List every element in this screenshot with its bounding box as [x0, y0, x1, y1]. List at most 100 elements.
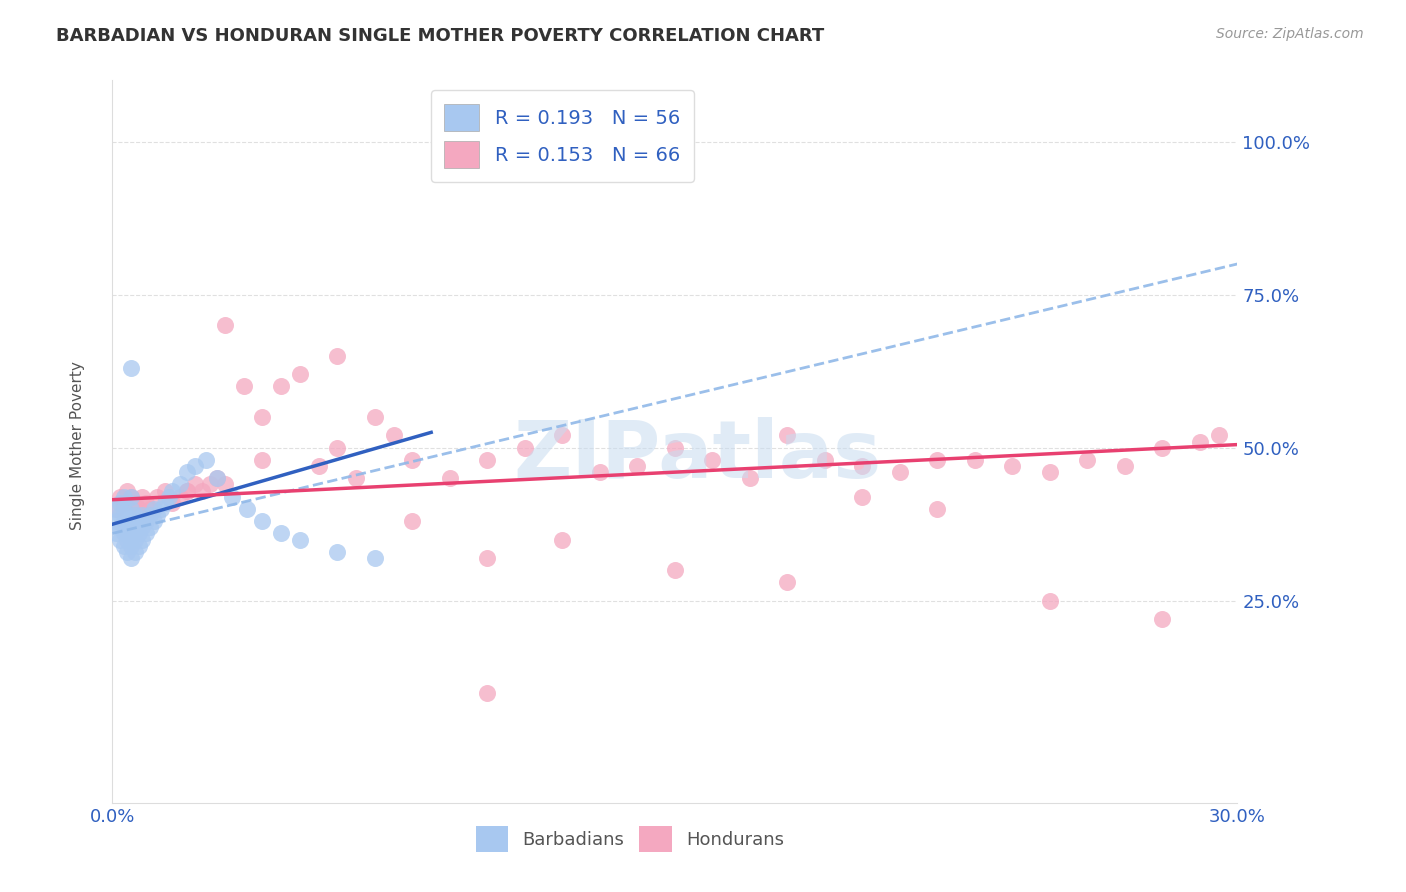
Point — [1208, 428, 1230, 442]
Point — [513, 441, 536, 455]
Point — [1152, 441, 1174, 455]
Point — [626, 458, 648, 473]
Point — [288, 533, 311, 547]
Point — [120, 550, 142, 565]
Point — [207, 471, 229, 485]
Text: Single Mother Poverty: Single Mother Poverty — [70, 361, 84, 531]
Point — [108, 508, 131, 522]
Point — [889, 465, 911, 479]
Point — [776, 575, 799, 590]
Point — [117, 508, 139, 522]
Point — [252, 453, 274, 467]
Point — [142, 502, 165, 516]
Point — [128, 502, 150, 516]
Point — [112, 526, 135, 541]
Point — [198, 477, 221, 491]
Point — [1076, 453, 1098, 467]
Point — [851, 490, 873, 504]
Point — [120, 490, 142, 504]
Point — [702, 453, 724, 467]
Point — [1152, 612, 1174, 626]
Point — [112, 539, 135, 553]
Point — [814, 453, 837, 467]
Point — [551, 533, 574, 547]
Point — [184, 477, 207, 491]
Text: ZIPatlas: ZIPatlas — [513, 417, 882, 495]
Point — [139, 508, 162, 522]
Point — [120, 490, 142, 504]
Point — [1188, 434, 1211, 449]
Point — [135, 526, 157, 541]
Point — [124, 496, 146, 510]
Point — [108, 496, 131, 510]
Point — [176, 465, 198, 479]
Point — [176, 483, 198, 498]
Point — [288, 367, 311, 381]
Point — [1114, 458, 1136, 473]
Point — [131, 520, 153, 534]
Point — [120, 526, 142, 541]
Point — [139, 520, 162, 534]
Point — [326, 545, 349, 559]
Point — [232, 379, 254, 393]
Point — [169, 477, 191, 491]
Point — [207, 471, 229, 485]
Point — [120, 514, 142, 528]
Point — [112, 514, 135, 528]
Point — [150, 502, 173, 516]
Text: BARBADIAN VS HONDURAN SINGLE MOTHER POVERTY CORRELATION CHART: BARBADIAN VS HONDURAN SINGLE MOTHER POVE… — [56, 27, 824, 45]
Point — [270, 526, 292, 541]
Point — [153, 483, 176, 498]
Point — [326, 441, 349, 455]
Point — [131, 533, 153, 547]
Point — [927, 502, 949, 516]
Point — [124, 508, 146, 522]
Point — [128, 526, 150, 541]
Point — [252, 410, 274, 425]
Point — [738, 471, 761, 485]
Point — [135, 514, 157, 528]
Point — [477, 453, 499, 467]
Point — [108, 490, 131, 504]
Point — [963, 453, 986, 467]
Point — [326, 349, 349, 363]
Point — [851, 458, 873, 473]
Point — [120, 539, 142, 553]
Point — [221, 490, 243, 504]
Point — [142, 514, 165, 528]
Point — [105, 526, 128, 541]
Point — [308, 458, 330, 473]
Point — [191, 483, 214, 498]
Point — [589, 465, 612, 479]
Point — [195, 453, 218, 467]
Point — [401, 514, 423, 528]
Point — [776, 428, 799, 442]
Point — [1001, 458, 1024, 473]
Point — [169, 490, 191, 504]
Point — [124, 533, 146, 547]
Point — [551, 428, 574, 442]
Point — [131, 490, 153, 504]
Point — [236, 502, 259, 516]
Point — [105, 502, 128, 516]
Point — [1039, 465, 1062, 479]
Point — [270, 379, 292, 393]
Point — [128, 539, 150, 553]
Point — [214, 318, 236, 333]
Point — [135, 496, 157, 510]
Point — [131, 508, 153, 522]
Point — [439, 471, 461, 485]
Point — [120, 361, 142, 376]
Point — [153, 496, 176, 510]
Point — [477, 550, 499, 565]
Point — [112, 502, 135, 516]
Point — [120, 502, 142, 516]
Point — [157, 490, 180, 504]
Point — [364, 410, 387, 425]
Point — [927, 453, 949, 467]
Point — [364, 550, 387, 565]
Point — [117, 545, 139, 559]
Point — [117, 533, 139, 547]
Point — [146, 490, 169, 504]
Point — [146, 508, 169, 522]
